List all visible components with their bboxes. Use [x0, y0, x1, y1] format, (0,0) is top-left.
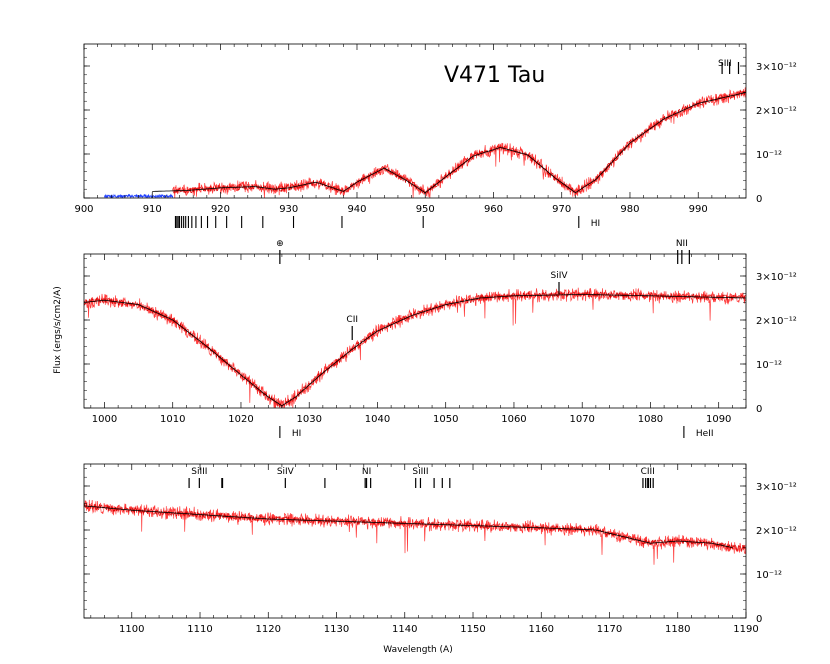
x-tick-label: 1030: [296, 414, 321, 425]
x-tick-label: 970: [552, 204, 571, 215]
spectrum-line-dark: [84, 502, 746, 552]
y-tick-label: 10⁻¹²: [756, 150, 782, 161]
spectrum-line: [84, 287, 746, 408]
lower-line-id-label: HI: [591, 219, 600, 229]
x-tick-label: 1170: [597, 624, 622, 635]
y-tick-label: 2×10⁻¹²: [756, 106, 797, 117]
x-tick-label: 1130: [324, 624, 349, 635]
x-tick-label: 1070: [569, 414, 594, 425]
y-tick-label: 0: [756, 194, 762, 205]
y-tick-label: 10⁻¹²: [756, 570, 782, 581]
x-tick-label: 1090: [706, 414, 731, 425]
line-id-label: SiIV: [277, 467, 295, 477]
line-id-label: SIII: [718, 59, 732, 69]
x-tick-label: 1120: [256, 624, 281, 635]
y-tick-label: 2×10⁻¹²: [756, 316, 797, 327]
x-tick-label: 930: [279, 204, 298, 215]
spectrum-line-dark: [84, 290, 746, 408]
y-tick-label: 2×10⁻¹²: [756, 526, 797, 537]
panel-frame: [83, 253, 747, 409]
chart-title: V471 Tau: [444, 63, 545, 88]
y-tick-label: 3×10⁻¹²: [756, 62, 797, 73]
x-tick-label: 950: [416, 204, 435, 215]
x-tick-label: 1060: [501, 414, 526, 425]
model-line: [152, 92, 746, 194]
x-tick-label: 1110: [187, 624, 212, 635]
model-line: [84, 294, 746, 407]
x-tick-label: 900: [74, 204, 93, 215]
y-tick-label: 3×10⁻¹²: [756, 482, 797, 493]
y-tick-label: 0: [756, 614, 762, 625]
line-id-label: NI: [362, 467, 371, 477]
x-tick-label: 1010: [160, 414, 185, 425]
y-axis-label: Flux (ergs/s/cm2/A): [53, 286, 63, 373]
x-tick-label: 960: [484, 204, 503, 215]
y-tick-label: 10⁻¹²: [756, 360, 782, 371]
lower-line-id-label: HeII: [696, 429, 714, 439]
panel-1: 900 910 920 930 940 950 960 970 980 990 0 10⁻¹² 2×10…: [74, 43, 797, 229]
x-tick-label: 1140: [392, 624, 417, 635]
line-id-label: ⊕: [276, 239, 284, 249]
x-tick-label: 980: [620, 204, 639, 215]
x-tick-label: 1050: [433, 414, 458, 425]
model-line: [84, 505, 733, 548]
lower-line-id-label: HI: [292, 429, 301, 439]
line-id-label: CIII: [641, 467, 655, 477]
x-tick-label: 1000: [92, 414, 117, 425]
x-tick-label: 1040: [365, 414, 390, 425]
x-tick-label: 1020: [228, 414, 253, 425]
spectrum-line: [84, 499, 746, 565]
line-id-label: CII: [346, 315, 358, 325]
x-tick-label: 920: [211, 204, 230, 215]
x-tick-label: 1100: [119, 624, 144, 635]
x-axis-label: Wavelength (A): [383, 645, 452, 655]
line-id-label: SiIV: [550, 271, 568, 281]
x-tick-label: 1080: [638, 414, 663, 425]
y-tick-label: 0: [756, 404, 762, 415]
x-tick-label: 990: [689, 204, 708, 215]
x-tick-label: 940: [347, 204, 366, 215]
x-tick-label: 1190: [733, 624, 758, 635]
line-id-label: NII: [676, 239, 688, 249]
x-tick-label: 1150: [460, 624, 485, 635]
x-tick-label: 910: [143, 204, 162, 215]
panel-frame: [83, 463, 747, 619]
x-tick-label: 1160: [529, 624, 554, 635]
spectrum-line: [172, 87, 746, 198]
spectrum-line-dark: [172, 89, 746, 196]
line-id-label: SiIII: [191, 467, 207, 477]
panel-3: 1100 1110 1120 1130 1140 1150 1160 1170 1180 1190…: [83, 463, 797, 635]
line-id-label: SiIII: [412, 467, 428, 477]
panel-2: 1000 1010 1020 1030 1040 1050 1060 1070 1080 1090…: [83, 239, 797, 439]
x-tick-label: 1180: [665, 624, 690, 635]
y-tick-label: 3×10⁻¹²: [756, 272, 797, 283]
panel-frame: [83, 43, 747, 199]
